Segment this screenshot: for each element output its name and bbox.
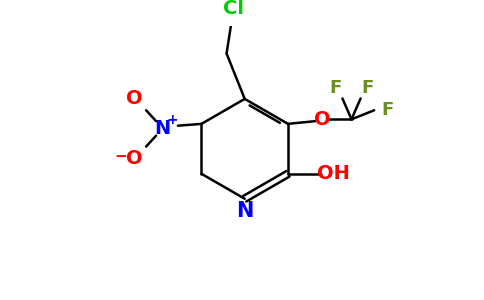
Text: O: O — [126, 89, 143, 108]
Text: N: N — [236, 202, 254, 221]
Text: +: + — [166, 113, 178, 127]
Text: O: O — [126, 149, 143, 168]
Text: O: O — [314, 110, 331, 129]
Text: −: − — [114, 149, 127, 164]
Text: F: F — [362, 79, 374, 97]
Text: F: F — [382, 101, 394, 119]
Text: F: F — [329, 79, 341, 97]
Text: N: N — [154, 119, 170, 138]
Text: OH: OH — [317, 164, 350, 183]
Text: Cl: Cl — [223, 0, 244, 18]
